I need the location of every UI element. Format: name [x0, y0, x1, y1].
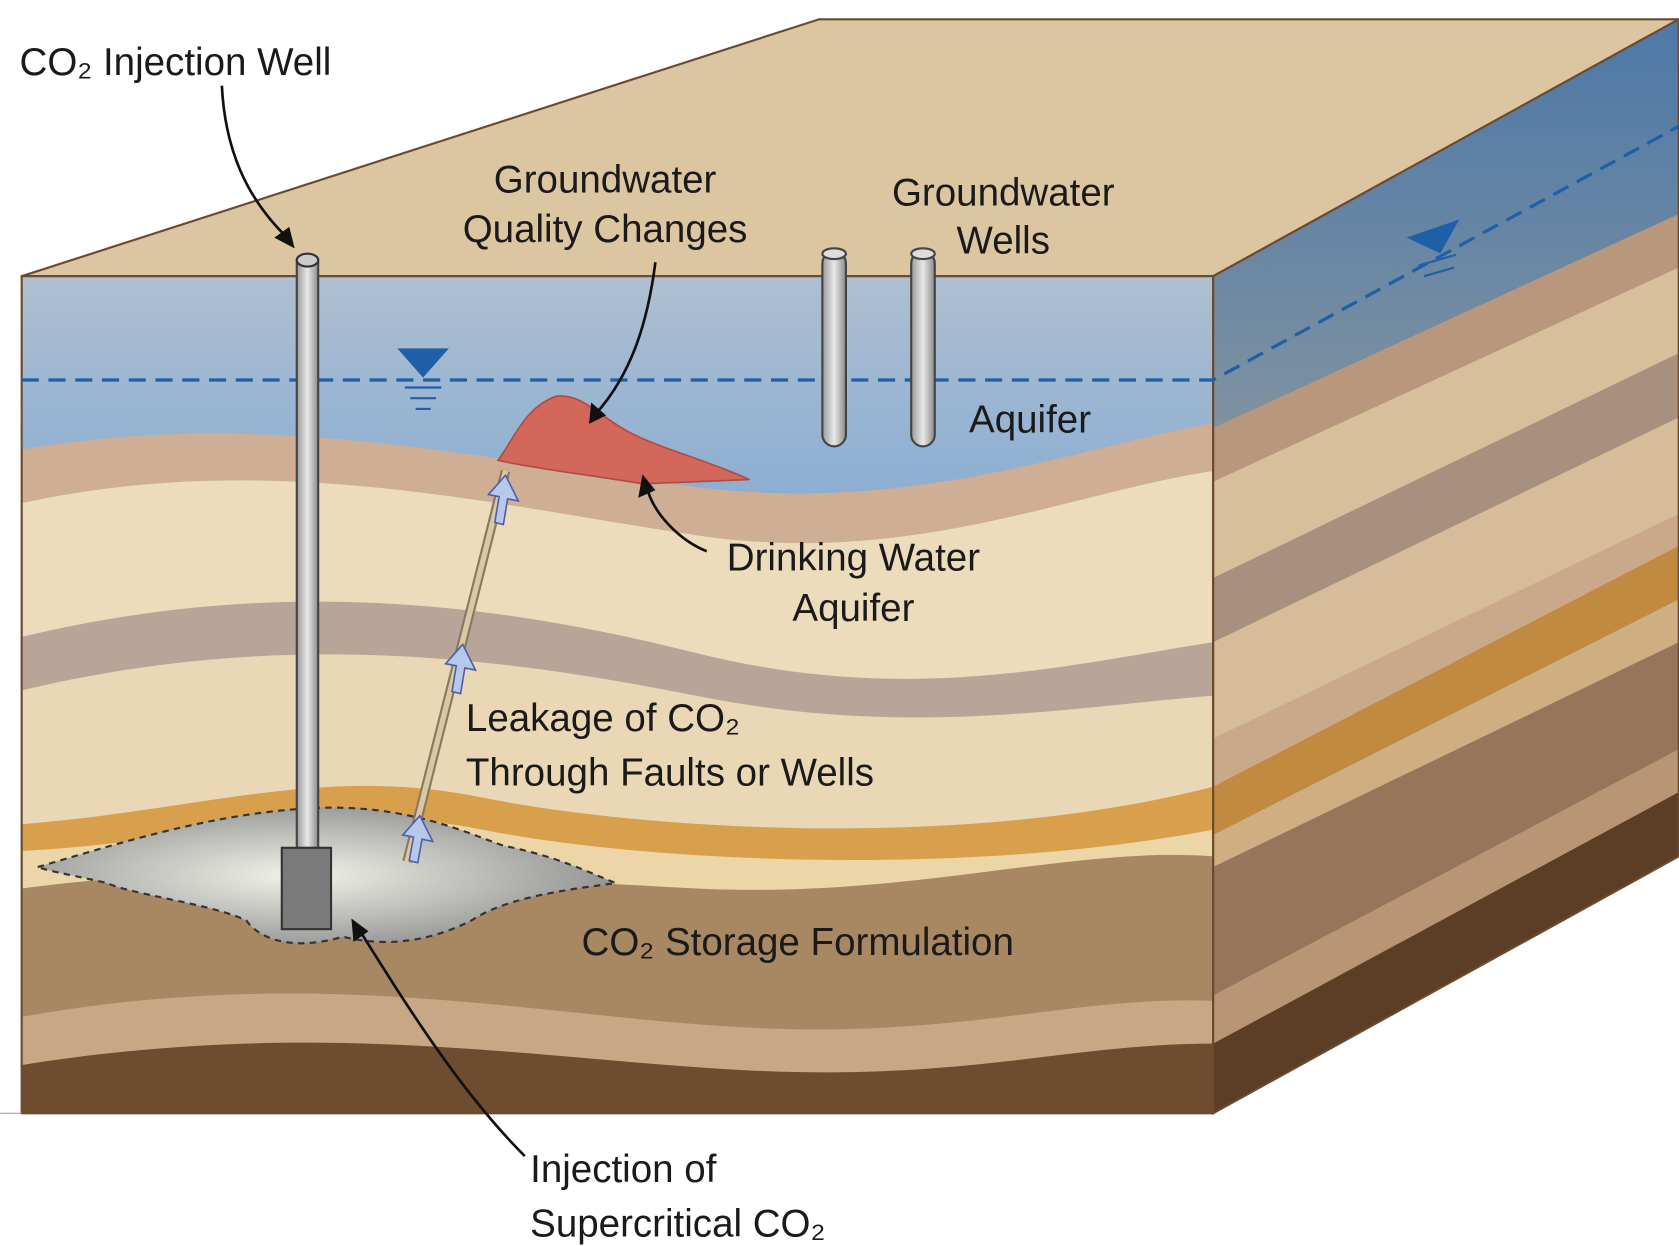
leak-arrows [401, 473, 520, 864]
front-outline [20, 275, 1215, 1115]
well-packer [280, 846, 333, 931]
label: Quality Changes [463, 208, 748, 251]
label: Through Faults or Wells [466, 752, 874, 795]
water-table [21, 124, 1679, 382]
label: Groundwater [892, 172, 1115, 215]
label: Injection of [530, 1148, 717, 1191]
label: Wells [957, 220, 1050, 263]
label: CO₂ Storage Formulation [582, 921, 1014, 964]
label: Supercritical CO₂ [530, 1202, 825, 1245]
label: Groundwater [494, 159, 717, 202]
leaders [0, 85, 708, 1158]
well-top [295, 252, 320, 268]
front-face [21, 276, 1214, 1114]
label: CO₂ Injection Well [20, 41, 332, 84]
label: Drinking Water [727, 537, 980, 580]
label: Aquifer [969, 398, 1091, 441]
arrowheads [274, 226, 656, 942]
contamination-plume [496, 395, 750, 485]
label: Leakage of CO₂ [466, 697, 740, 740]
injection-well [295, 259, 320, 861]
groundwater-wells [821, 247, 936, 448]
water-symbol [397, 219, 1460, 410]
label: Aquifer [792, 587, 914, 630]
